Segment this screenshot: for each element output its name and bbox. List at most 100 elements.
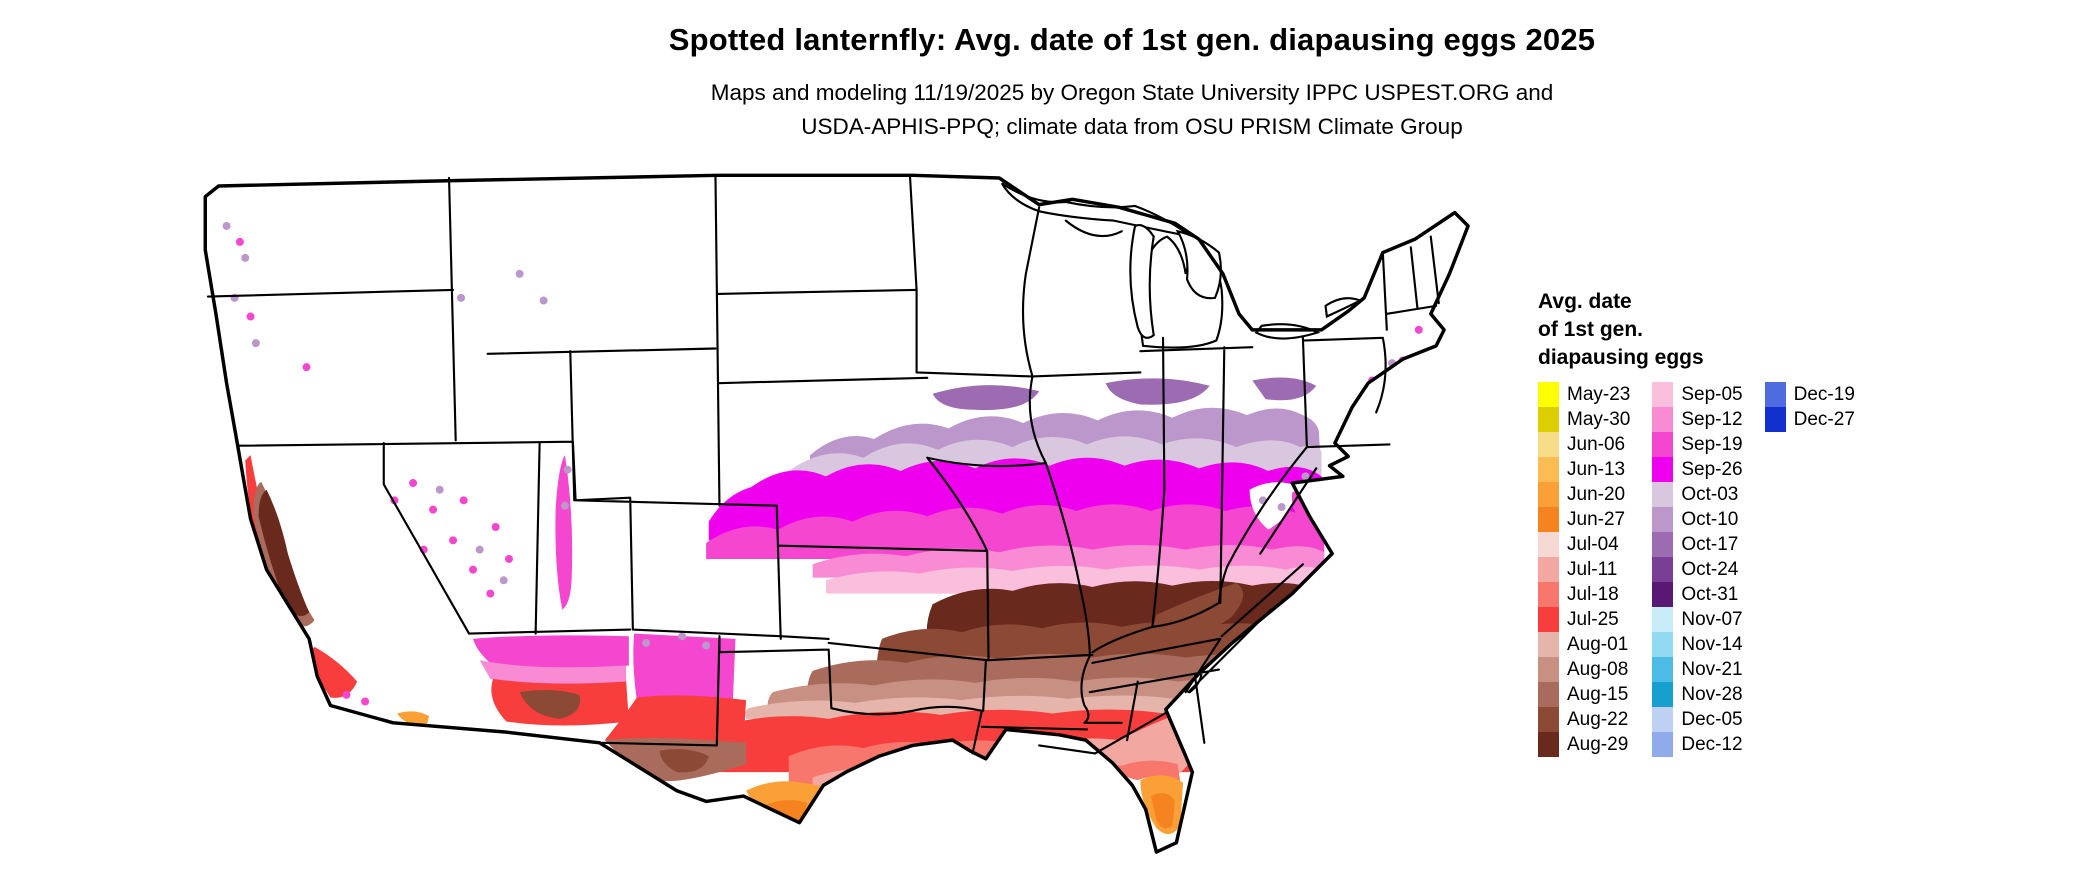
legend-title-line-1: Avg. date (1538, 290, 1632, 313)
legend-entry-Jul-25: Jul-25 (1538, 607, 1630, 632)
legend-swatch-May-23 (1538, 382, 1559, 407)
legend-entry-Nov-21: Nov-21 (1652, 657, 1743, 682)
legend-swatch-Sep-12 (1652, 407, 1674, 432)
legend-title-line-3: diapausing eggs (1538, 346, 1704, 369)
legend-label-Jul-04: Jul-04 (1567, 534, 1619, 555)
arizona-magenta (473, 635, 629, 670)
us-outline-stroke (203, 173, 1470, 854)
legend-swatch-Oct-31 (1652, 582, 1674, 607)
legend-label-Jul-11: Jul-11 (1567, 559, 1618, 580)
legend-swatch-Jun-13 (1538, 457, 1559, 482)
legend-swatch-Jul-04 (1538, 532, 1559, 557)
us-choropleth-map (186, 170, 1506, 876)
legend-entry-May-23: May-23 (1538, 382, 1630, 407)
legend-column-2: Sep-05 Sep-12 Sep-19 Sep-26 Oct-03 Oct-10 Oct-… (1652, 382, 1743, 757)
legend-label-Dec-12: Dec-12 (1681, 734, 1743, 755)
state-borders (206, 174, 1440, 755)
legend-label-Dec-27: Dec-27 (1793, 409, 1855, 430)
legend-swatch-Dec-27 (1764, 407, 1786, 432)
new-mexico-magenta (633, 633, 736, 703)
subtitle-line-2: USDA-APHIS-PPQ; climate data from OSU PR… (801, 114, 1463, 139)
legend-swatch-Sep-05 (1652, 382, 1674, 407)
yuma-orange (397, 711, 430, 727)
legend-label-Jun-06: Jun-06 (1567, 434, 1626, 455)
legend-label-Oct-17: Oct-17 (1681, 534, 1739, 555)
legend-entry-Aug-01: Aug-01 (1538, 632, 1630, 657)
legend-label-Sep-26: Sep-26 (1681, 459, 1743, 480)
legend-entry-Dec-27: Dec-27 (1764, 407, 1855, 432)
arizona-pink (479, 660, 627, 685)
legend: Avg. date of 1st gen. diapausing eggs Ma… (1538, 288, 2078, 757)
legend-entry-Jul-11: Jul-11 (1538, 557, 1630, 582)
legend-entry-Aug-15: Aug-15 (1538, 682, 1630, 707)
legend-entry-Jul-04: Jul-04 (1538, 532, 1630, 557)
legend-entry-May-30: May-30 (1538, 407, 1630, 432)
legend-label-Aug-22: Aug-22 (1567, 709, 1629, 730)
legend-label-Nov-21: Nov-21 (1681, 659, 1743, 680)
legend-swatch-Jun-06 (1538, 432, 1559, 457)
legend-swatch-Aug-15 (1538, 682, 1559, 707)
legend-swatch-Dec-12 (1652, 732, 1674, 757)
legend-entry-Dec-05: Dec-05 (1652, 707, 1743, 732)
legend-swatch-Nov-21 (1652, 657, 1674, 682)
map-subtitle: Maps and modeling 11/19/2025 by Oregon S… (232, 76, 2032, 144)
big-bend-brown (659, 749, 709, 773)
legend-entry-Jun-06: Jun-06 (1538, 432, 1630, 457)
legend-column-1: May-23 May-30 Jun-06 Jun-13 Jun-20 Jun-27 Jul-… (1538, 382, 1630, 757)
page-title: Spotted lanternfly: Avg. date of 1st gen… (668, 22, 1596, 57)
legend-swatch-Nov-14 (1652, 632, 1674, 657)
legend-swatch-Oct-24 (1652, 557, 1674, 582)
legend-swatch-Aug-29 (1538, 732, 1559, 757)
legend-label-Oct-31: Oct-31 (1681, 584, 1739, 605)
legend-swatch-Nov-07 (1652, 607, 1674, 632)
legend-label-Oct-10: Oct-10 (1681, 509, 1739, 530)
legend-label-Sep-05: Sep-05 (1681, 384, 1743, 405)
band-jul-18 (788, 740, 1128, 794)
legend-swatch-Jul-18 (1538, 582, 1559, 607)
central-valley-dark-brown (258, 489, 310, 617)
legend-swatch-Dec-05 (1652, 707, 1674, 732)
legend-label-Jun-13: Jun-13 (1567, 459, 1626, 480)
legend-label-Dec-05: Dec-05 (1681, 709, 1743, 730)
legend-label-Sep-12: Sep-12 (1681, 409, 1743, 430)
lake-huron (1175, 229, 1222, 300)
legend-label-Aug-01: Aug-01 (1567, 634, 1629, 655)
legend-swatch-Oct-17 (1652, 532, 1674, 557)
legend-label-Oct-03: Oct-03 (1681, 484, 1739, 505)
legend-entry-Jun-27: Jun-27 (1538, 507, 1630, 532)
legend-label-Jun-20: Jun-20 (1567, 484, 1626, 505)
legend-entry-Dec-19: Dec-19 (1764, 382, 1855, 407)
legend-entry-Oct-10: Oct-10 (1652, 507, 1742, 532)
legend-title: Avg. date of 1st gen. diapausing eggs (1538, 288, 2078, 372)
band-sep-19 (706, 504, 1325, 559)
legend-label-Jul-25: Jul-25 (1567, 609, 1619, 630)
legend-swatch-Jun-20 (1538, 482, 1559, 507)
us-map-svg (203, 173, 1470, 854)
legend-entry-Sep-05: Sep-05 (1652, 382, 1743, 407)
legend-title-line-2: of 1st gen. (1538, 318, 1644, 341)
legend-label-Oct-24: Oct-24 (1681, 559, 1739, 580)
legend-swatch-Sep-19 (1652, 432, 1674, 457)
legend-swatch-Dec-19 (1764, 382, 1786, 407)
legend-entry-Oct-17: Oct-17 (1652, 532, 1742, 557)
legend-swatch-Jun-27 (1538, 507, 1559, 532)
legend-swatch-May-30 (1538, 407, 1559, 432)
legend-swatch-Sep-26 (1652, 457, 1674, 482)
legend-entry-Aug-22: Aug-22 (1538, 707, 1630, 732)
legend-entry-Jun-20: Jun-20 (1538, 482, 1630, 507)
legend-entry-Oct-03: Oct-03 (1652, 482, 1742, 507)
legend-entry-Jun-13: Jun-13 (1538, 457, 1630, 482)
legend-label-Nov-28: Nov-28 (1681, 684, 1743, 705)
header: Spotted lanternfly: Avg. date of 1st gen… (232, 22, 2032, 144)
legend-label-Nov-07: Nov-07 (1681, 609, 1743, 630)
legend-entry-Aug-29: Aug-29 (1538, 732, 1630, 757)
legend-entry-Nov-14: Nov-14 (1652, 632, 1743, 657)
legend-swatch-Oct-10 (1652, 507, 1674, 532)
legend-entry-Sep-26: Sep-26 (1652, 457, 1743, 482)
great-lakes (1000, 182, 1363, 349)
new-mexico-south-red (604, 695, 747, 743)
lake-michigan (1129, 224, 1155, 339)
florida-south-jun-27 (1151, 793, 1176, 829)
california-coast-red-stripe (245, 455, 326, 688)
legend-swatch-Aug-08 (1538, 657, 1559, 682)
